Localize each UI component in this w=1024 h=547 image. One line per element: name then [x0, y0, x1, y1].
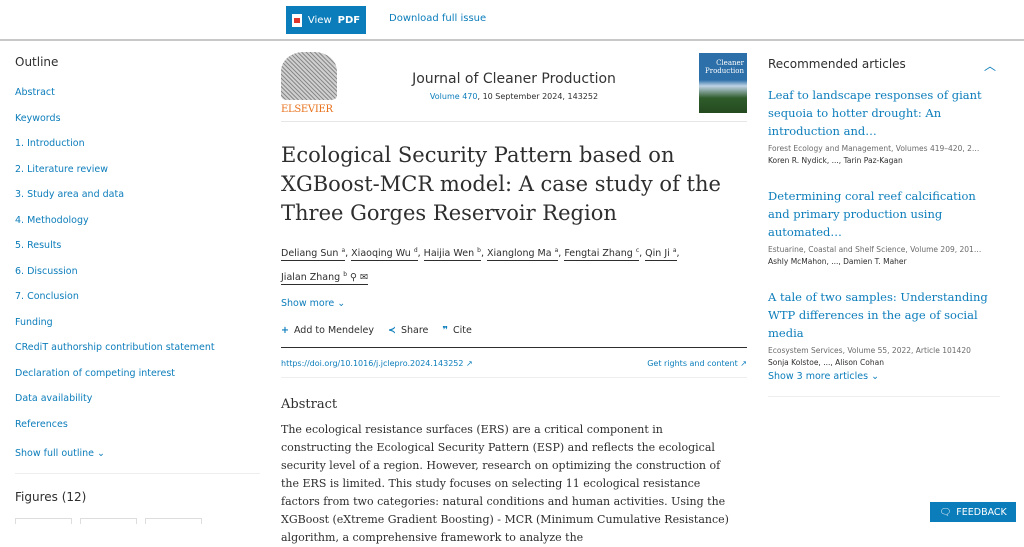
author-link[interactable]: Xiaoqing Wu d: [351, 247, 418, 262]
article-authors: Ashly McMahon, ..., Damien T. Maher: [768, 257, 907, 266]
outline-item[interactable]: 6. Discussion: [15, 265, 78, 277]
author-link[interactable]: Deliang Sun a: [281, 247, 346, 262]
journal-cover-image[interactable]: Cleaner Production: [699, 53, 747, 113]
recommended-article: Leaf to landscape responses of giant seq…: [768, 86, 1000, 175]
author-link[interactable]: Jialan Zhang b ⚲ ✉: [281, 271, 369, 286]
share-button[interactable]: ≺ Share: [387, 324, 429, 336]
cite-button[interactable]: ❞ Cite: [442, 324, 472, 336]
article-source: Forest Ecology and Management, Volumes 4…: [768, 144, 980, 153]
show-more-link[interactable]: Show more ⌄: [281, 298, 346, 310]
recommended-article-title[interactable]: Leaf to landscape responses of giant seq…: [768, 88, 982, 138]
figure-thumbnail[interactable]: [80, 518, 137, 524]
show-full-outline-link[interactable]: Show full outline ⌄: [15, 448, 260, 474]
elsevier-logo[interactable]: ELSEVIER: [281, 52, 337, 118]
abstract-text: The ecological resistance surfaces (ERS)…: [281, 423, 729, 545]
doi-row: https://doi.org/10.1016/j.jclepro.2024.1…: [281, 347, 747, 379]
recommended-title: Recommended articles: [768, 57, 906, 71]
person-icon: ⚲: [350, 272, 358, 284]
outline-item[interactable]: Abstract: [15, 87, 55, 98]
outline-item[interactable]: 5. Results: [15, 240, 62, 251]
figure-thumbnail[interactable]: [145, 518, 202, 524]
view-pdf-button[interactable]: View PDF: [286, 6, 366, 34]
outline-item[interactable]: 7. Conclusion: [15, 291, 79, 302]
author-link[interactable]: Fengtai Zhang c: [564, 247, 640, 262]
outline-item[interactable]: Declaration of competing interest: [15, 367, 176, 379]
author-link[interactable]: Xianglong Ma a: [487, 247, 559, 262]
abstract-heading: Abstract: [281, 397, 338, 413]
article-source: Estuarine, Coastal and Shelf Science, Vo…: [768, 245, 982, 254]
article-authors: Koren R. Nydick, ..., Tarin Paz-Kagan: [768, 156, 903, 165]
author-link[interactable]: Qin Ji a: [645, 247, 677, 262]
collapse-chevron-up-icon[interactable]: ︿: [983, 59, 996, 73]
author-link[interactable]: Haijia Wen b: [423, 247, 481, 262]
outline-item[interactable]: 4. Methodology: [15, 214, 89, 226]
get-rights-link[interactable]: Get rights and content ↗: [647, 359, 747, 369]
recommended-article-title[interactable]: A tale of two samples: Understanding WTP…: [768, 290, 988, 340]
speech-bubble-icon: 🗨: [939, 506, 952, 518]
recommended-articles: Recommended articles ︿ Leaf to landscape …: [768, 57, 1000, 397]
feedback-button[interactable]: 🗨 FEEDBACK: [930, 502, 1016, 522]
volume-link[interactable]: Volume 470: [429, 92, 478, 101]
journal-volume: Volume 470, 10 September 2024, 143252: [429, 92, 599, 101]
outline-sidebar: Outline Abstract Keywords 1. Introduction 2…: [15, 55, 260, 504]
download-full-issue-link[interactable]: Download full issue: [389, 13, 487, 24]
article-authors: Sonja Kolstoe, ..., Alison Cohan: [768, 358, 884, 367]
show-more-articles-link[interactable]: Show 3 more articles ⌄: [768, 371, 1000, 397]
article-title: Ecological Security Pattern based on XGB…: [281, 143, 721, 225]
figure-thumbnails: [15, 518, 202, 524]
journal-header: ELSEVIER Journal of Cleaner Production V…: [281, 50, 747, 122]
plus-icon: +: [281, 324, 289, 336]
article-main: ELSEVIER Journal of Cleaner Production V…: [281, 50, 747, 547]
recommended-article: A tale of two samples: Understanding WTP…: [768, 288, 1000, 377]
author-list: Deliang Sun a, Xiaoqing Wu d, Haijia Wen…: [281, 247, 680, 286]
doi-link[interactable]: https://doi.org/10.1016/j.jclepro.2024.1…: [281, 359, 473, 369]
quote-icon: ❞: [442, 324, 448, 336]
recommended-article: Determining coral reef calcification and…: [768, 187, 1000, 276]
outline-item[interactable]: 2. Literature review: [15, 163, 109, 175]
email-icon: ✉: [360, 272, 369, 284]
article-source: Ecosystem Services, Volume 55, 2022, Art…: [768, 346, 971, 355]
outline-item[interactable]: Data availability: [15, 393, 93, 404]
pdf-icon: [291, 13, 302, 27]
article-actions: + Add to Mendeley ≺ Share ❞ Cite: [281, 322, 747, 338]
recommended-article-title[interactable]: Determining coral reef calcification and…: [768, 189, 976, 239]
outline-item[interactable]: 3. Study area and data: [15, 189, 125, 200]
share-icon: ≺: [387, 324, 396, 336]
figure-thumbnail[interactable]: [15, 518, 72, 524]
abstract-section: Abstract The ecological resistance surfa…: [281, 397, 747, 547]
journal-title-link[interactable]: Journal of Cleaner Production: [412, 71, 616, 87]
outline-title: Outline: [15, 55, 59, 69]
add-to-mendeley-button[interactable]: + Add to Mendeley: [281, 324, 374, 336]
outline-item[interactable]: CRediT authorship contribution statement: [15, 342, 215, 353]
outline-item[interactable]: References: [15, 418, 68, 430]
tree-logo-icon: [281, 52, 337, 100]
outline-item[interactable]: Funding: [15, 316, 53, 328]
outline-item[interactable]: Keywords: [15, 112, 61, 124]
top-toolbar: View PDF Download full issue: [0, 0, 1024, 41]
outline-item[interactable]: 1. Introduction: [15, 138, 85, 149]
figures-heading: Figures (12): [15, 490, 87, 504]
